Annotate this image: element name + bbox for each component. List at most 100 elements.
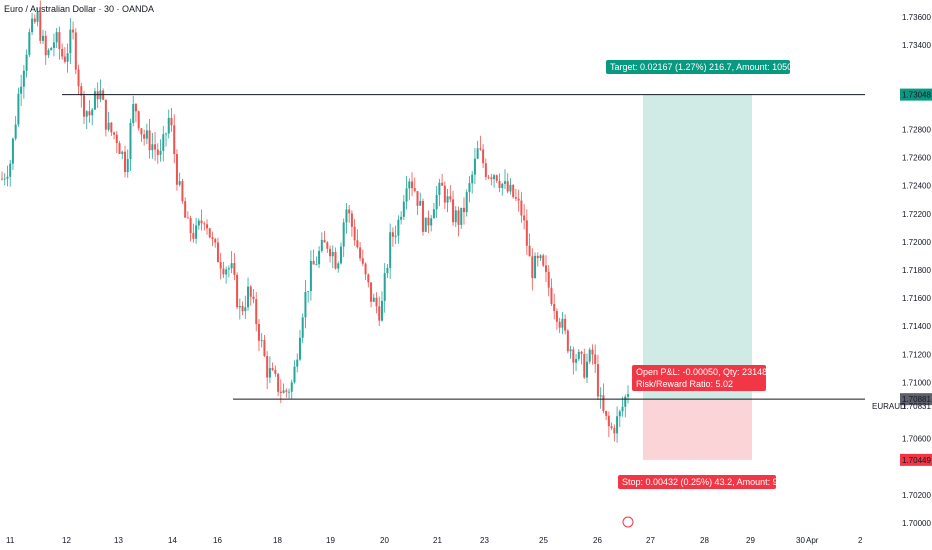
candle-body [236, 274, 239, 308]
candle-body [66, 53, 69, 62]
candle-body [318, 250, 321, 265]
candle-body [104, 99, 107, 130]
candle-body [288, 391, 291, 393]
candle-body [452, 199, 455, 223]
stop-price-tag-bg [900, 453, 932, 466]
candle-body [441, 182, 444, 186]
y-tick-label: 1.70200 [902, 491, 931, 500]
resistance-price-tag: 1.73048 [902, 91, 931, 100]
candle-body [247, 286, 250, 308]
candle-body [482, 149, 485, 164]
target-label-bg [606, 60, 790, 74]
pnl-label-bg [632, 365, 766, 379]
candle-body [126, 159, 129, 173]
candle-body [293, 366, 296, 383]
candle-body [42, 35, 45, 41]
candle-body [569, 349, 572, 352]
support-price-tag-bg [900, 393, 932, 406]
candle-body [162, 134, 165, 151]
candle-body [389, 232, 392, 268]
rr-label: Risk/Reward Ratio: 5.02 [636, 379, 733, 389]
candle-body [331, 252, 334, 257]
candle-body [487, 176, 490, 178]
candle-body [372, 297, 375, 302]
candle-body [36, 12, 39, 22]
candle-body [238, 306, 241, 308]
resistance-price-tag-bg [900, 88, 932, 101]
candle-body [301, 317, 304, 338]
target-zone [643, 94, 752, 400]
candle-body [616, 416, 619, 434]
candle-body [564, 318, 567, 331]
candle-body [93, 91, 96, 110]
candle-body [263, 339, 266, 356]
candle-body [438, 182, 441, 195]
candle-body [159, 150, 162, 155]
y-tick-label: 1.73400 [902, 41, 931, 50]
candle-body [342, 222, 345, 247]
candle-body [503, 181, 506, 184]
candle-body [3, 178, 6, 180]
candle-body [88, 111, 91, 116]
candle-body [118, 143, 121, 154]
y-tick-label: 1.72000 [902, 238, 931, 247]
candle-body [501, 183, 504, 188]
candle-body [432, 209, 435, 219]
candle-body [244, 307, 247, 312]
candle-body [110, 122, 113, 133]
x-tick-label: 28 [700, 536, 709, 545]
candle-body [361, 258, 364, 264]
candle-body [405, 188, 408, 202]
y-tick-label: 1.71000 [902, 378, 931, 387]
candle-body [107, 122, 110, 130]
candle-body [449, 196, 452, 200]
candle-body [216, 242, 219, 263]
candle-body [227, 268, 230, 270]
candle-body [315, 264, 318, 265]
candle-body [277, 373, 280, 392]
candle-body [610, 426, 613, 429]
candle-body [364, 263, 367, 275]
candle-body [490, 177, 493, 180]
candle-body [555, 311, 558, 322]
candle-body [367, 274, 370, 283]
candle-body [517, 198, 520, 201]
candle-body [446, 196, 449, 203]
candle-body [50, 48, 53, 51]
candle-body [260, 339, 263, 341]
x-tick-label: 21 [433, 536, 442, 545]
candle-body [416, 191, 419, 206]
candle-body [184, 201, 187, 218]
candle-body [411, 181, 414, 189]
candle-body [211, 237, 214, 240]
candle-body [402, 201, 405, 217]
candle-body [479, 148, 482, 150]
candle-body [47, 50, 50, 56]
candle-body [203, 223, 206, 225]
candle-body [192, 233, 195, 239]
candle-body [531, 256, 534, 279]
candle-body [274, 369, 277, 374]
candle-body [140, 128, 143, 135]
candle-body [350, 213, 353, 227]
candle-body [249, 286, 252, 297]
candle-body [468, 183, 471, 193]
candle-body [11, 138, 14, 164]
candle-body [323, 239, 326, 243]
candle-body [334, 252, 337, 269]
candle-body [613, 428, 616, 434]
candle-body [353, 226, 356, 241]
candle-body [255, 299, 258, 325]
candle-body [591, 349, 594, 355]
candle-body [134, 103, 137, 112]
candle-body [214, 239, 217, 243]
candle-body [329, 248, 332, 257]
candle-body [85, 111, 88, 117]
candle-body [435, 194, 438, 210]
candle-body [28, 32, 31, 55]
candle-body [266, 355, 269, 378]
candle-body [419, 200, 422, 206]
candle-body [506, 181, 509, 192]
candle-body [63, 56, 66, 62]
